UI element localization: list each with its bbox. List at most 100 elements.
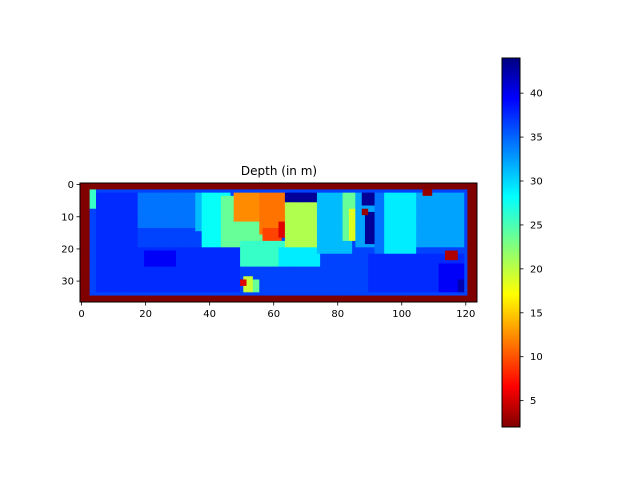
heatmap-cell bbox=[160, 186, 164, 190]
heatmap-cell bbox=[92, 263, 97, 268]
heatmap-cell bbox=[451, 195, 455, 200]
heatmap-cell bbox=[137, 205, 142, 210]
heatmap-cell bbox=[380, 273, 385, 277]
heatmap-cell bbox=[416, 199, 420, 203]
heatmap-cell bbox=[345, 224, 350, 229]
heatmap-cell bbox=[211, 218, 215, 222]
heatmap-cell bbox=[259, 253, 263, 258]
heatmap-cell bbox=[291, 289, 295, 293]
heatmap-cell bbox=[332, 269, 337, 274]
heatmap-cell bbox=[83, 189, 87, 194]
heatmap-cell bbox=[316, 250, 321, 255]
heatmap-cell bbox=[192, 231, 196, 235]
heatmap-cell bbox=[368, 221, 372, 226]
heatmap-cell bbox=[403, 285, 407, 290]
heatmap-cell bbox=[390, 285, 395, 290]
heatmap-cell bbox=[92, 256, 97, 261]
heatmap-cell bbox=[374, 279, 379, 284]
heatmap-cell bbox=[336, 211, 340, 216]
heatmap-cell bbox=[390, 237, 395, 242]
heatmap-cell bbox=[163, 263, 167, 268]
heatmap-cell bbox=[435, 231, 439, 235]
heatmap-cell bbox=[428, 195, 433, 200]
heatmap-cell bbox=[137, 289, 142, 293]
heatmap-cell bbox=[406, 285, 411, 290]
heatmap-cell bbox=[227, 285, 231, 290]
heatmap-cell bbox=[374, 202, 379, 206]
heatmap-cell bbox=[118, 289, 123, 293]
heatmap-cell bbox=[99, 269, 103, 274]
heatmap-cell bbox=[118, 224, 123, 229]
heatmap-cell bbox=[451, 189, 455, 194]
heatmap-cell bbox=[358, 228, 363, 232]
heatmap-cell bbox=[460, 253, 465, 258]
heatmap-cell bbox=[416, 218, 420, 222]
heatmap-cell bbox=[137, 247, 142, 251]
heatmap-cell bbox=[374, 189, 379, 194]
heatmap-cell bbox=[416, 285, 420, 290]
heatmap-cell bbox=[144, 279, 148, 284]
heatmap-cell bbox=[252, 211, 257, 216]
heatmap-cell bbox=[118, 237, 123, 242]
heatmap-cell bbox=[403, 292, 407, 296]
heatmap-cell bbox=[153, 260, 158, 264]
heatmap-cell bbox=[99, 205, 103, 210]
heatmap-cell bbox=[169, 186, 174, 190]
heatmap-cell bbox=[124, 195, 129, 200]
heatmap-cell bbox=[387, 273, 391, 277]
heatmap-cell bbox=[160, 285, 164, 290]
heatmap-cell bbox=[134, 186, 139, 190]
heatmap-cell bbox=[230, 208, 235, 213]
heatmap-cell bbox=[384, 253, 388, 258]
heatmap-cell bbox=[329, 285, 334, 290]
heatmap-cell bbox=[342, 298, 347, 303]
heatmap-cell bbox=[355, 298, 359, 303]
heatmap-cell bbox=[166, 183, 171, 187]
heatmap-cell bbox=[208, 205, 212, 210]
heatmap-cell bbox=[457, 260, 462, 264]
heatmap-cell bbox=[86, 263, 91, 268]
heatmap-cell bbox=[406, 221, 411, 226]
heatmap-cell bbox=[384, 247, 388, 251]
heatmap-cell bbox=[179, 192, 183, 197]
heatmap-cell bbox=[217, 247, 222, 251]
heatmap-cell bbox=[172, 195, 177, 200]
heatmap-cell bbox=[320, 237, 324, 242]
heatmap-cell bbox=[105, 273, 110, 277]
heatmap-cell bbox=[163, 208, 167, 213]
heatmap-cell bbox=[332, 215, 337, 219]
heatmap-cell bbox=[115, 256, 119, 261]
heatmap-cell bbox=[182, 266, 187, 271]
heatmap-cell bbox=[246, 224, 251, 229]
heatmap-cell bbox=[441, 295, 446, 300]
heatmap-cell bbox=[153, 240, 158, 245]
heatmap-cell bbox=[188, 237, 193, 242]
heatmap-cell bbox=[137, 228, 142, 232]
heatmap-cell bbox=[329, 250, 334, 255]
heatmap-cell bbox=[438, 199, 443, 203]
heatmap-cell bbox=[252, 221, 257, 226]
heatmap-cell bbox=[304, 195, 308, 200]
heatmap-cell bbox=[278, 199, 283, 203]
heatmap-cell bbox=[393, 253, 398, 258]
heatmap-cell bbox=[86, 289, 91, 293]
y-tick-label: 30 bbox=[61, 277, 74, 288]
heatmap-cell bbox=[124, 240, 129, 245]
heatmap-cell bbox=[96, 186, 100, 190]
heatmap-cell bbox=[99, 279, 103, 284]
heatmap-cell bbox=[425, 295, 430, 300]
heatmap-cell bbox=[313, 240, 318, 245]
heatmap-cell bbox=[387, 282, 391, 287]
heatmap-cell bbox=[336, 208, 340, 213]
heatmap-cell bbox=[182, 215, 187, 219]
heatmap-cell bbox=[224, 244, 228, 248]
heatmap-cell bbox=[80, 260, 84, 264]
heatmap-cell bbox=[153, 215, 158, 219]
heatmap-cell bbox=[112, 228, 116, 232]
heatmap-cell bbox=[419, 247, 423, 251]
heatmap-cell bbox=[256, 240, 260, 245]
heatmap-cell bbox=[137, 224, 142, 229]
colorbar-tick-label: 15 bbox=[530, 308, 543, 319]
heatmap-cell bbox=[118, 234, 123, 239]
